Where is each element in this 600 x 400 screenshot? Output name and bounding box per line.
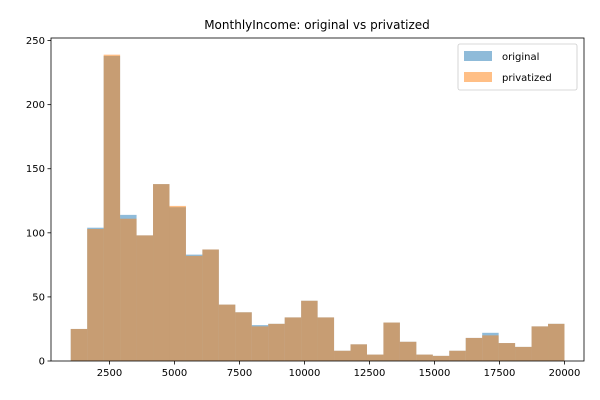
x-tick-label-7: 20000 (549, 368, 581, 379)
y-tick-label-2: 100 (26, 228, 45, 239)
y-tick-label-3: 150 (26, 164, 45, 175)
bar-privatized-14 (301, 300, 318, 361)
y-axis: 0 50 100 150 200 250 (26, 36, 51, 368)
bar-privatized-6 (169, 205, 186, 361)
x-tick-label-5: 15000 (419, 368, 451, 379)
bar-privatized-4 (136, 235, 154, 361)
bar-privatized-2 (103, 54, 121, 362)
bar-privatized-15 (317, 317, 335, 361)
bar-privatized-8 (202, 249, 219, 361)
legend-swatch-privatized (464, 72, 492, 82)
chart-title: MonthlyIncome: original vs privatized (204, 18, 430, 32)
bar-privatized-3 (120, 218, 137, 361)
y-tick-label-1: 50 (32, 292, 45, 303)
bar-privatized-22 (432, 355, 450, 361)
x-tick-label-2: 7500 (227, 368, 252, 379)
bar-privatized-10 (235, 312, 252, 361)
bar-privatized-9 (218, 304, 236, 361)
legend-label-privatized: privatized (502, 73, 552, 84)
bar-privatized-24 (465, 337, 483, 361)
bars-layer (70, 54, 565, 362)
bar-privatized-18 (366, 354, 384, 361)
x-tick-label-4: 12500 (354, 368, 386, 379)
bar-privatized-27 (515, 346, 532, 361)
bar-privatized-17 (350, 344, 367, 361)
y-tick-label-5: 250 (26, 36, 45, 47)
bar-privatized-26 (498, 343, 516, 361)
bar-privatized-12 (268, 323, 285, 361)
legend-label-original: original (502, 52, 539, 63)
legend-swatch-original (464, 51, 492, 61)
x-tick-label-6: 17500 (484, 368, 516, 379)
bar-privatized-13 (284, 317, 302, 361)
bar-privatized-0 (70, 328, 88, 361)
bar-privatized-11 (251, 326, 269, 361)
bar-privatized-5 (153, 184, 170, 361)
bar-privatized-28 (531, 326, 549, 361)
bar-privatized-20 (399, 341, 417, 361)
bar-privatized-7 (185, 255, 203, 361)
x-tick-label-0: 2500 (97, 368, 122, 379)
bar-privatized-21 (416, 354, 433, 361)
y-tick-label-0: 0 (39, 357, 45, 368)
x-axis: 2500 5000 7500 10000 12500 15000 17500 20000 (97, 361, 581, 379)
bar-privatized-16 (334, 350, 351, 361)
bar-privatized-23 (449, 350, 466, 361)
bar-privatized-1 (87, 228, 104, 361)
bar-privatized-25 (482, 335, 499, 361)
x-tick-label-1: 5000 (162, 368, 187, 379)
y-tick-label-4: 200 (26, 100, 45, 111)
series-privatized (70, 54, 565, 362)
bar-privatized-19 (383, 322, 400, 361)
axes-frame (50, 37, 585, 362)
legend: original privatized (457, 43, 578, 91)
bar-privatized-29 (548, 323, 565, 361)
x-tick-label-3: 10000 (289, 368, 321, 379)
